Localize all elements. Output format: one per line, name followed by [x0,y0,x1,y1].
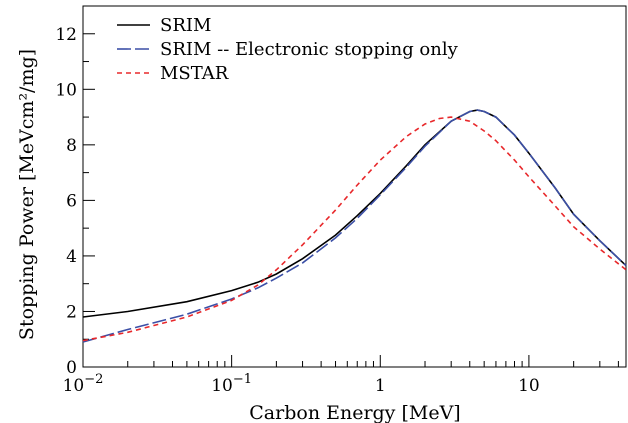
x-tick-label: 10 [518,376,540,396]
legend-label-2: MSTAR [160,63,229,84]
legend-label-0: SRIM [160,15,211,36]
legend-label-1: SRIM -- Electronic stopping only [160,39,459,60]
y-axis-label: Stopping Power [MeVcm²/mg] [16,49,38,340]
y-tick-label: 10 [55,80,77,100]
x-tick-label: 10−1 [211,372,252,396]
x-tick-label: 10−2 [63,372,104,396]
plot-frame [82,5,627,368]
series-line-2 [82,116,627,342]
series-line-1 [82,109,627,343]
x-tick-label: 1 [375,376,386,396]
y-tick-label: 0 [66,358,77,378]
y-tick-label: 6 [66,191,77,211]
x-axis-label: Carbon Energy [MeV] [249,402,460,423]
series-line-0 [82,109,627,318]
y-tick-label: 2 [66,302,77,322]
y-tick-label: 8 [66,136,77,156]
y-tick-label: 12 [55,25,77,45]
y-tick-label: 4 [66,247,77,267]
